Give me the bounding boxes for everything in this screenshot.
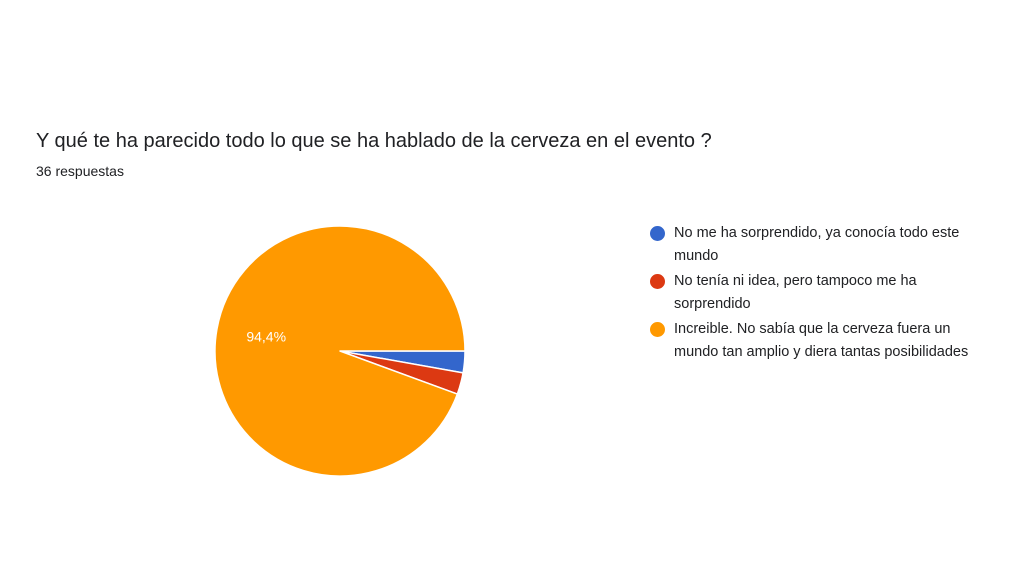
legend-item-1[interactable]: No tenía ni idea, pero tampoco me ha sor…	[650, 270, 990, 316]
legend-swatch-1	[650, 274, 665, 289]
legend-swatch-2	[650, 322, 665, 337]
legend-label-0: No me ha sorprendido, ya conocía todo es…	[674, 225, 960, 264]
pie-data-label-2: 94,4%	[246, 329, 286, 345]
response-count: 36 respuestas	[36, 163, 124, 179]
pie-slices	[214, 225, 466, 477]
legend-label-2: Increible. No sabía que la cerveza fuera…	[674, 321, 969, 360]
legend-label-1: No tenía ni idea, pero tampoco me ha sor…	[674, 273, 917, 312]
pie-labels: 94,4%	[246, 329, 286, 345]
question-title: Y qué te ha parecido todo lo que se ha h…	[36, 130, 712, 152]
legend-item-2[interactable]: Increible. No sabía que la cerveza fuera…	[650, 318, 990, 364]
legend-item-0[interactable]: No me ha sorprendido, ya conocía todo es…	[650, 222, 990, 268]
chart-legend: No me ha sorprendido, ya conocía todo es…	[650, 222, 990, 366]
pie-slice-2[interactable]	[214, 225, 466, 477]
legend-swatch-0	[650, 226, 665, 241]
